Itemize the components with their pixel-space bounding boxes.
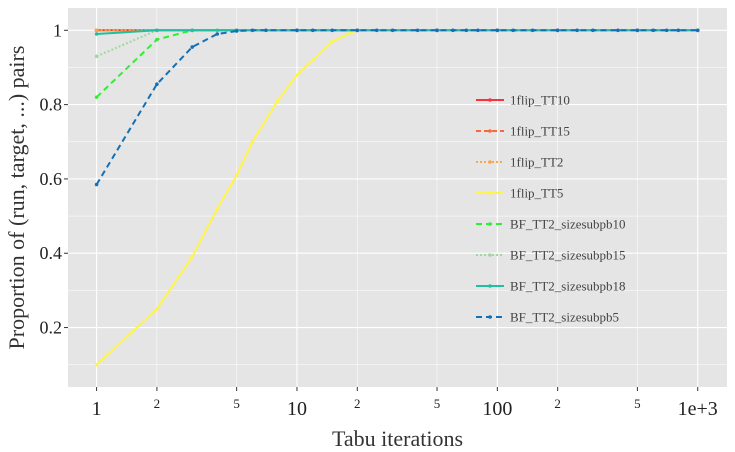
legend-label: 1flip_TT10	[510, 93, 570, 108]
series-line	[95, 29, 698, 186]
data-point	[555, 28, 560, 33]
plot-panel	[68, 8, 727, 387]
data-point	[190, 28, 194, 33]
legend-label: BF_TT2_sizesubpb5	[510, 310, 619, 325]
data-point	[616, 28, 620, 33]
legend: 1flip_TT10 1flip_TT15 1flip_TT2 1flip_TT5 BF…	[476, 93, 626, 325]
data-point	[275, 99, 280, 103]
legend-item: 1flip_TT5	[476, 186, 563, 201]
major-gridlines	[68, 8, 727, 387]
data-point	[190, 45, 194, 49]
data-point	[94, 95, 99, 99]
x-tick-label: 1e+3	[678, 398, 718, 420]
legend-item: BF_TT2_sizesubpb15	[476, 248, 626, 263]
y-tick-label: 0.4	[40, 243, 63, 263]
data-point	[390, 28, 395, 33]
x-tick-label: 5	[634, 396, 641, 411]
minor-gridlines	[68, 8, 727, 387]
data-point	[664, 28, 669, 33]
y-axis-ticks: 0.2 0.4 0.6 0.8 1	[40, 20, 68, 338]
x-tick-label: 100	[482, 398, 512, 420]
data-point	[155, 28, 159, 33]
data-point	[155, 37, 159, 42]
data-point	[155, 82, 159, 86]
x-tick-label: 2	[354, 396, 361, 411]
data-point	[311, 58, 315, 62]
legend-item: BF_TT2_sizesubpb5	[476, 310, 619, 325]
data-point	[295, 73, 299, 77]
data-point	[591, 28, 595, 33]
data-point	[355, 28, 360, 33]
legend-key-point	[488, 253, 492, 257]
legend-item: BF_TT2_sizesubpb18	[476, 279, 626, 294]
x-axis-ticks: 1 2 5 10 2 5 100 2 5 1e+3	[92, 387, 718, 420]
data-point	[651, 28, 656, 33]
data-point	[451, 28, 455, 33]
data-point	[215, 206, 220, 211]
legend-key-point	[488, 191, 492, 195]
legend-label: 1flip_TT2	[510, 155, 563, 170]
legend-item: BF_TT2_sizesubpb10	[476, 217, 626, 232]
data-point	[435, 28, 439, 33]
series-BF_TT2_sizesubpb5	[94, 28, 700, 187]
data-point	[374, 28, 379, 33]
data-point	[234, 29, 239, 33]
x-tick-label: 10	[287, 398, 307, 420]
data-point	[94, 28, 99, 33]
x-tick-label: 2	[154, 396, 161, 411]
data-point	[330, 39, 335, 44]
x-tick-label: 2	[554, 396, 561, 411]
data-point	[330, 28, 335, 33]
data-point	[94, 362, 99, 367]
data-point	[511, 28, 516, 33]
x-tick-label: 5	[233, 396, 240, 411]
x-tick-label: 5	[434, 396, 441, 411]
data-point	[94, 182, 99, 187]
series-layer	[94, 28, 700, 367]
legend-label: BF_TT2_sizesubpb15	[510, 248, 626, 263]
data-point	[415, 28, 420, 33]
legend-key-point	[488, 222, 492, 226]
legend-label: BF_TT2_sizesubpb18	[510, 279, 626, 294]
data-point	[250, 139, 255, 144]
data-point	[234, 173, 239, 178]
legend-key-point	[488, 129, 492, 133]
data-point	[346, 32, 350, 36]
legend-item: 1flip_TT15	[476, 124, 570, 139]
legend-key-point	[488, 98, 492, 102]
data-point	[676, 28, 681, 33]
data-point	[155, 307, 159, 311]
data-point	[530, 28, 535, 33]
legend-key-point	[488, 284, 492, 288]
data-point	[295, 28, 299, 33]
data-point	[311, 28, 315, 33]
legend-label: BF_TT2_sizesubpb10	[510, 217, 626, 232]
y-tick-label: 1	[53, 20, 62, 40]
data-point	[250, 28, 255, 33]
legend-label: 1flip_TT15	[510, 124, 570, 139]
y-tick-label: 0.6	[40, 169, 63, 189]
data-point	[575, 28, 579, 33]
data-point	[464, 28, 469, 33]
y-tick-label: 0.8	[40, 95, 63, 115]
data-point	[476, 28, 480, 33]
y-axis-title: Proportion of (run, target, ...) pairs	[4, 46, 29, 350]
legend-key-point	[488, 315, 492, 319]
legend-label: 1flip_TT5	[510, 186, 563, 201]
x-axis-title: Tabu iterations	[332, 426, 463, 451]
data-point	[94, 54, 99, 59]
y-tick-label: 0.2	[40, 318, 63, 338]
legend-item: 1flip_TT10	[476, 93, 570, 108]
data-point	[215, 32, 220, 36]
data-point	[94, 32, 99, 36]
data-point	[695, 28, 700, 33]
legend-item: 1flip_TT2	[476, 155, 563, 170]
data-point	[635, 28, 640, 33]
data-point	[190, 255, 194, 259]
data-point	[264, 28, 268, 33]
x-tick-label: 1	[92, 398, 102, 420]
legend-key-point	[488, 160, 492, 164]
data-point	[495, 28, 500, 33]
